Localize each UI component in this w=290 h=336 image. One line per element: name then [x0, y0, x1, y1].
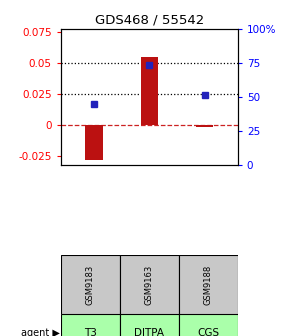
Bar	[85, 125, 103, 160]
Text: GSM9183: GSM9183	[86, 265, 95, 305]
Bar	[61, 255, 120, 314]
Bar	[61, 314, 120, 336]
Bar	[196, 125, 213, 127]
Bar	[120, 255, 179, 314]
Text: DITPA: DITPA	[134, 329, 164, 336]
Bar	[120, 314, 179, 336]
Text: GSM9163: GSM9163	[145, 265, 154, 305]
Title: GDS468 / 55542: GDS468 / 55542	[95, 13, 204, 26]
Bar	[179, 255, 238, 314]
Text: CGS: CGS	[197, 329, 219, 336]
Text: GSM9188: GSM9188	[204, 265, 213, 305]
Bar	[179, 314, 238, 336]
Text: T3: T3	[84, 329, 97, 336]
Text: agent ▶: agent ▶	[21, 329, 59, 336]
Bar	[140, 56, 158, 125]
